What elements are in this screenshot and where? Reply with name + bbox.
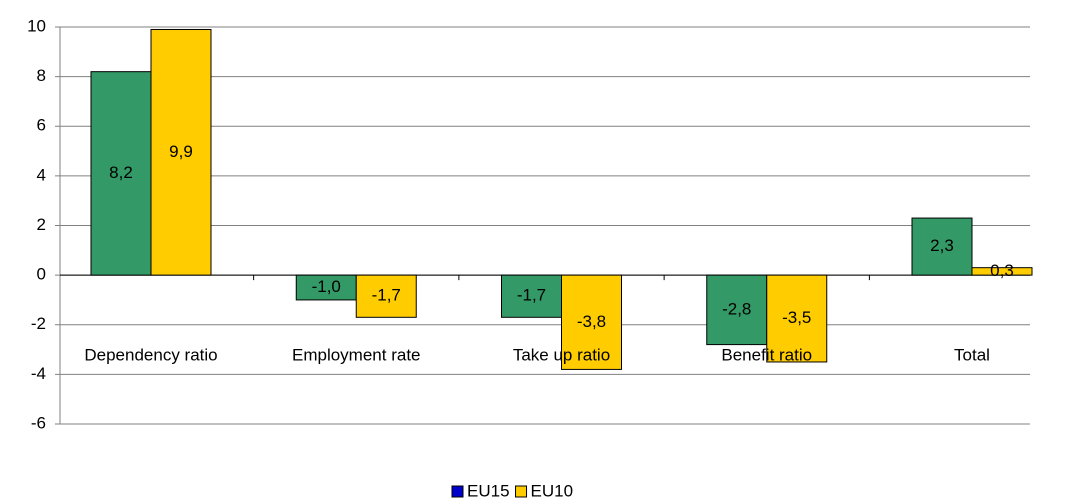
y-tick-label: 2 — [37, 215, 46, 234]
data-label: 8,2 — [109, 163, 133, 182]
bar — [90, 71, 152, 276]
bar — [501, 274, 562, 318]
x-tick-label: Dependency ratio — [84, 345, 217, 364]
x-tick-label: Employment rate — [292, 345, 421, 364]
legend-label: EU10 — [531, 481, 574, 500]
y-tick-label: -6 — [31, 413, 46, 432]
legend-swatch — [451, 485, 464, 498]
data-label: 9,9 — [169, 142, 193, 161]
bar — [766, 274, 828, 363]
data-label: -1,7 — [517, 286, 546, 305]
x-tick-label: Total — [954, 345, 990, 364]
data-label: -3,5 — [782, 308, 811, 327]
bar — [150, 28, 212, 276]
bar — [706, 274, 768, 346]
data-label: -1,7 — [372, 286, 401, 305]
bar — [911, 217, 973, 276]
y-tick-label: 0 — [37, 265, 46, 284]
data-label: 0,3 — [990, 261, 1014, 280]
data-label: 2,3 — [930, 236, 954, 255]
y-tick-label: 6 — [37, 116, 46, 135]
y-tick-label: 10 — [27, 16, 46, 35]
bar — [355, 274, 417, 318]
legend-label: EU15 — [467, 481, 510, 500]
x-tick-label: Take up ratio — [513, 345, 610, 364]
x-tick-label: Benefit ratio — [721, 345, 812, 364]
data-label: -2,8 — [722, 299, 751, 318]
y-tick-label: 4 — [37, 165, 46, 184]
legend-swatch — [515, 485, 528, 498]
y-tick-label: -4 — [31, 364, 46, 383]
bar — [295, 274, 357, 301]
bar — [561, 274, 622, 370]
data-label: -3,8 — [577, 312, 606, 331]
data-label: -1,0 — [312, 277, 341, 296]
y-tick-label: -2 — [31, 314, 46, 333]
bar — [971, 267, 1033, 276]
y-tick-label: 8 — [37, 66, 46, 85]
